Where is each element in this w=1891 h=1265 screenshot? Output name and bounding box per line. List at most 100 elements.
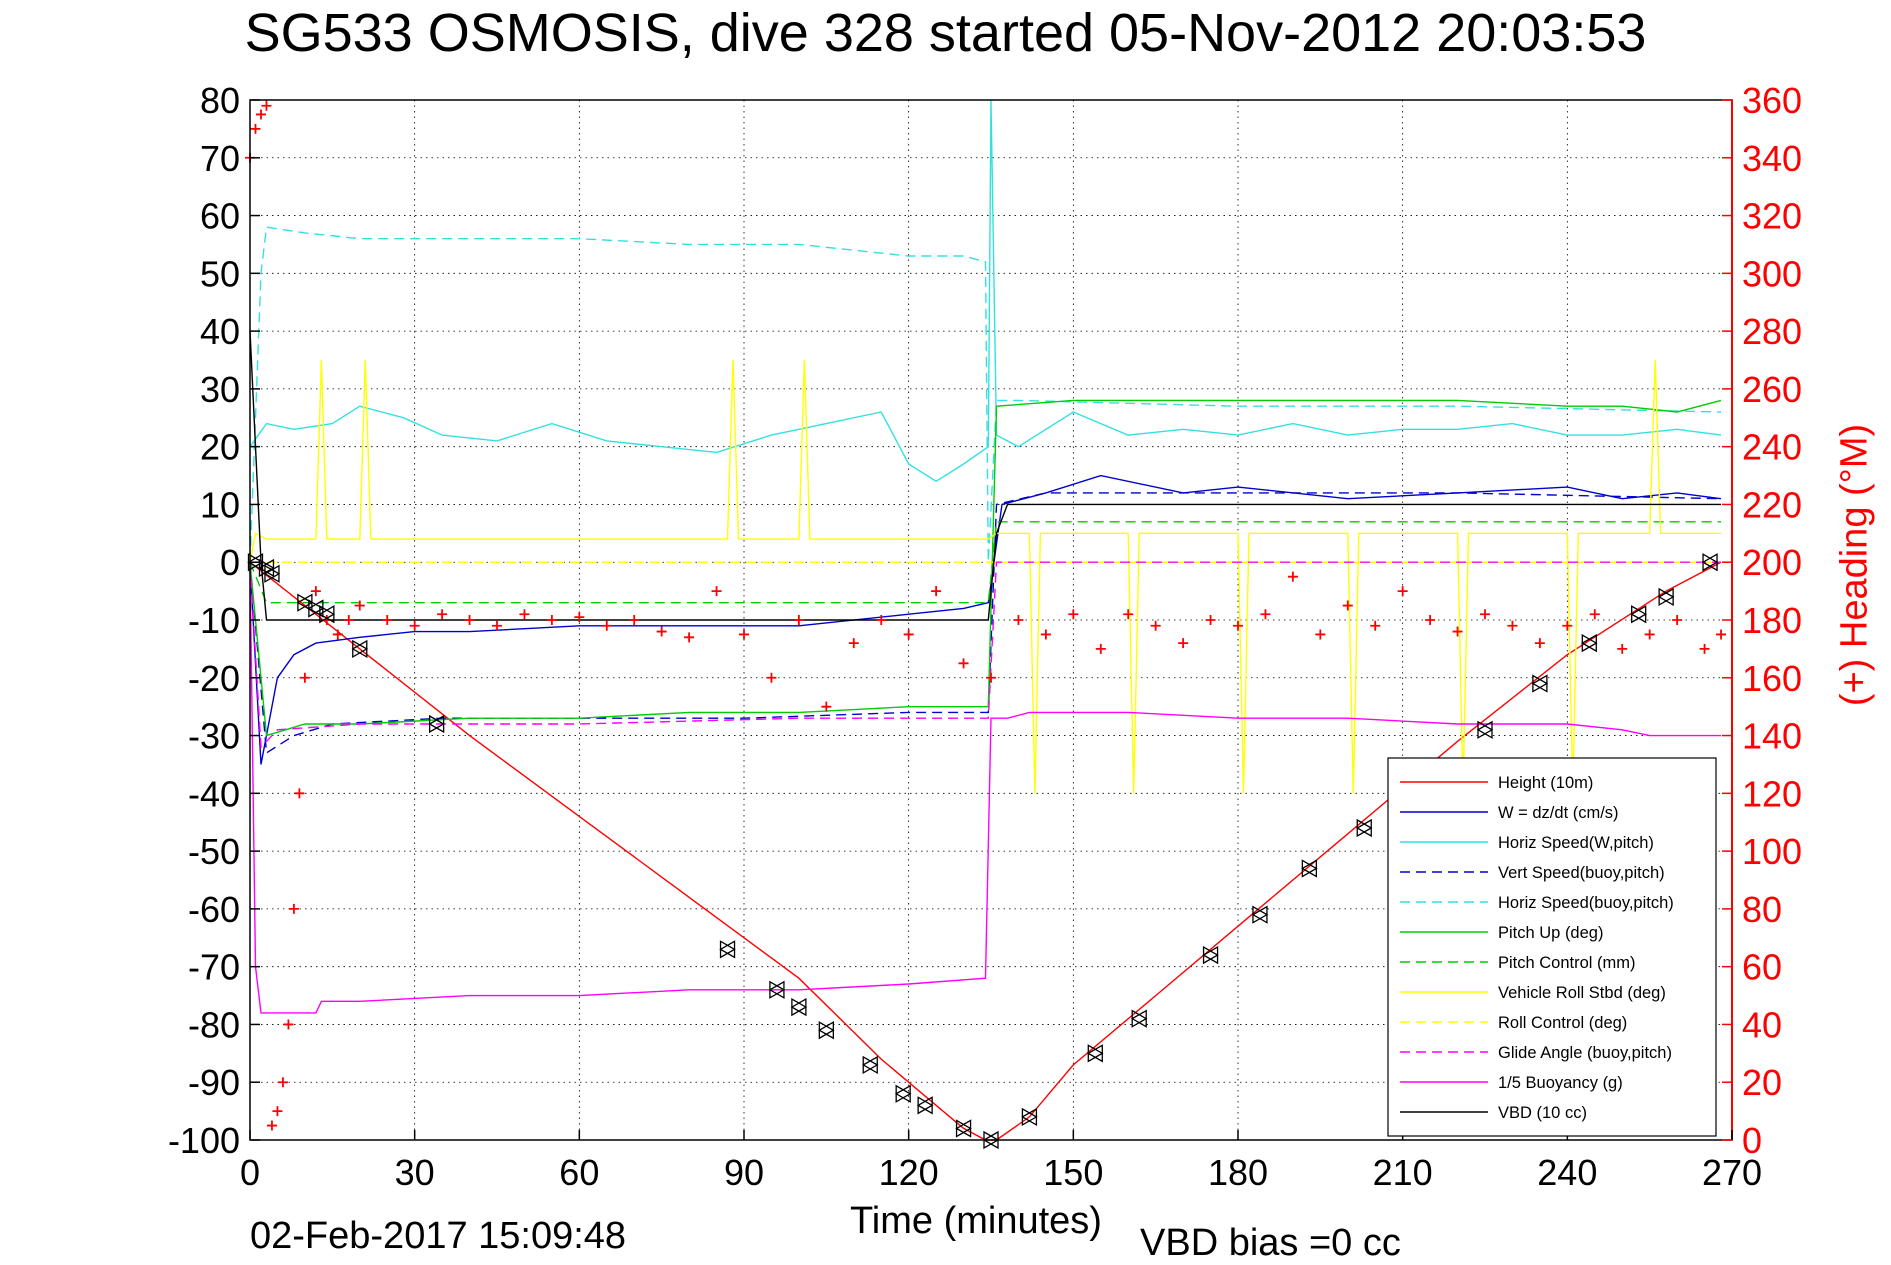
height-marker xyxy=(916,1096,934,1115)
y-tick-label: 50 xyxy=(200,253,240,294)
y2-tick-label: 300 xyxy=(1742,253,1802,294)
y-tick-label: -10 xyxy=(188,600,240,641)
heading-point xyxy=(876,615,887,625)
height-marker xyxy=(1251,905,1269,924)
y2-tick-label: 180 xyxy=(1742,600,1802,641)
heading-point xyxy=(1205,615,1216,625)
x-tick-label: 240 xyxy=(1537,1152,1597,1193)
heading-point xyxy=(261,100,272,111)
heading-point xyxy=(343,615,354,625)
legend-box xyxy=(1387,757,1717,1137)
y2-tick-label: 140 xyxy=(1742,716,1802,757)
heading-point xyxy=(1397,586,1408,597)
legend-label: W = dz/dt (cm/s) xyxy=(1498,804,1619,822)
x-tick-label: 90 xyxy=(724,1152,764,1193)
series-line-4 xyxy=(249,226,1722,563)
heading-point xyxy=(739,629,749,640)
y-tick-label: 0 xyxy=(220,542,240,583)
legend-label: Vert Speed(buoy,pitch) xyxy=(1498,864,1665,882)
heading-point xyxy=(1562,620,1573,631)
heading-point xyxy=(601,620,612,631)
y2-tick-label: 320 xyxy=(1742,196,1802,237)
heading-point xyxy=(250,123,261,134)
heading-point xyxy=(409,620,420,631)
heading-point xyxy=(903,629,914,640)
heading-point xyxy=(519,609,530,620)
y-tick-label: 80 xyxy=(200,80,240,121)
heading-point xyxy=(931,586,942,597)
heading-point xyxy=(272,1106,283,1117)
heading-point xyxy=(1617,643,1628,654)
heading-point xyxy=(1589,609,1600,620)
height-marker xyxy=(818,1021,835,1040)
y-tick-label: -60 xyxy=(188,889,240,930)
heading-point xyxy=(574,612,585,623)
legend-label: VBD (10 cc) xyxy=(1498,1104,1587,1122)
heading-point xyxy=(958,658,969,669)
y2-tick-label: 60 xyxy=(1742,947,1782,988)
heading-point xyxy=(283,1019,294,1030)
heading-point xyxy=(437,609,448,620)
footer-date: 02-Feb-2017 15:09:48 xyxy=(250,1215,627,1257)
heading-point xyxy=(464,615,475,625)
legend-label: Pitch Control (mm) xyxy=(1498,954,1636,972)
heading-point xyxy=(986,672,996,683)
height-marker xyxy=(258,558,275,578)
right-y-axis-label: (+) Heading (°M) xyxy=(1833,423,1876,707)
heading-point xyxy=(1425,615,1436,625)
x-tick-label: 0 xyxy=(240,1152,260,1193)
heading-point xyxy=(711,586,722,597)
series-line-11 xyxy=(249,331,1721,621)
y-tick-label: 70 xyxy=(200,138,240,179)
heading-point xyxy=(793,615,804,625)
height-marker xyxy=(955,1119,972,1138)
y-tick-label: -50 xyxy=(188,831,240,872)
heading-point xyxy=(1342,600,1353,611)
y2-tick-label: 100 xyxy=(1742,831,1802,872)
series-layer xyxy=(245,99,1727,1141)
height-marker xyxy=(1630,605,1648,624)
y2-tick-label: 340 xyxy=(1742,138,1802,179)
chart-title: SG533 OSMOSIS, dive 328 started 05-Nov-2… xyxy=(244,3,1647,63)
legend-label: Pitch Up (deg) xyxy=(1498,924,1603,942)
heading-point xyxy=(310,586,321,597)
heading-point xyxy=(299,672,310,683)
height-marker xyxy=(1657,587,1675,607)
y-tick-label: -100 xyxy=(168,1120,240,1161)
y-tick-label: -30 xyxy=(188,716,240,757)
y2-tick-label: 20 xyxy=(1742,1062,1782,1103)
legend-label: Horiz Speed(buoy,pitch) xyxy=(1498,894,1674,912)
y2-tick-label: 260 xyxy=(1742,369,1802,410)
y-tick-label: 20 xyxy=(200,427,240,468)
heading-point xyxy=(1068,609,1079,620)
height-marker xyxy=(1301,859,1318,878)
height-marker xyxy=(1130,1009,1148,1028)
y-tick-label: -70 xyxy=(188,947,240,988)
footer-vbd-bias: VBD bias =0 cc xyxy=(1140,1222,1401,1264)
y2-tick-label: 0 xyxy=(1742,1120,1762,1161)
height-marker xyxy=(1476,720,1494,739)
heading-point xyxy=(294,788,305,799)
y2-tick-label: 120 xyxy=(1742,773,1802,814)
heading-point xyxy=(1178,638,1189,649)
y2-tick-label: 280 xyxy=(1742,311,1802,352)
heading-point xyxy=(766,672,777,683)
legend-label: 1/5 Buoyancy (g) xyxy=(1498,1074,1623,1092)
series-line-10 xyxy=(249,562,1721,1014)
heading-point xyxy=(1699,643,1710,654)
heading-point xyxy=(1672,615,1683,625)
legend-label: Glide Angle (buoy,pitch) xyxy=(1498,1044,1672,1062)
heading-point xyxy=(1123,609,1134,620)
heading-point xyxy=(1534,638,1545,649)
height-marker xyxy=(318,605,336,624)
height-marker xyxy=(1202,945,1219,965)
y-tick-label: 10 xyxy=(200,484,240,525)
legend-label: Roll Control (deg) xyxy=(1498,1014,1627,1032)
heading-point xyxy=(629,615,640,625)
heading-point xyxy=(848,638,859,649)
x-tick-label: 210 xyxy=(1373,1152,1433,1193)
height-marker xyxy=(894,1084,912,1103)
x-axis-label: Time (minutes) xyxy=(850,1200,1102,1242)
height-marker xyxy=(1355,818,1373,838)
height-marker xyxy=(1580,633,1598,653)
